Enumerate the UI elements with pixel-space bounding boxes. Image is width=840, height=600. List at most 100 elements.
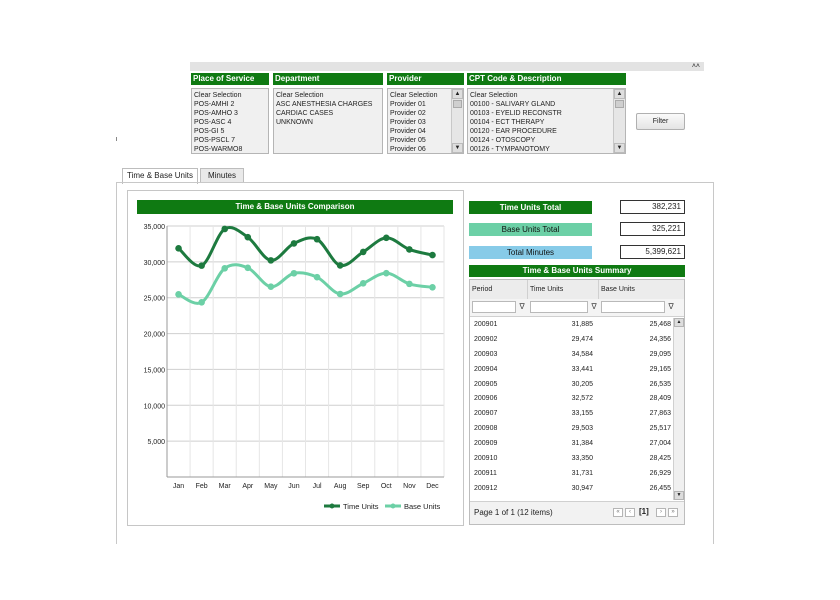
prev-page-icon[interactable]: ‹ xyxy=(625,508,635,517)
listbox-option[interactable]: Clear Selection xyxy=(470,92,518,99)
cpt-scrollbar[interactable]: ▲ ▼ xyxy=(613,89,625,153)
cpt-listbox[interactable]: Clear Selection 00100 - SALIVARY GLAND 001… xyxy=(467,88,626,154)
department-listbox[interactable]: Clear Selection ASC ANESTHESIA CHARGES CAR… xyxy=(273,88,383,154)
time-units-filter-input[interactable] xyxy=(530,301,588,313)
scroll-up-arrow-icon[interactable]: ▲ xyxy=(614,89,625,99)
grid-scrollbar[interactable]: ▲ ▼ xyxy=(673,318,684,500)
table-row[interactable]: 200902 29,474 24,356 xyxy=(470,333,673,348)
table-row[interactable]: 200901 31,885 25,468 xyxy=(470,318,673,333)
cell-time-units: 31,885 xyxy=(571,321,593,328)
current-page[interactable]: [1] xyxy=(639,507,649,516)
listbox-option[interactable]: 00104 - ECT THERAPY xyxy=(470,119,545,126)
cell-base-units: 28,409 xyxy=(649,395,671,403)
x-tick-label: Jun xyxy=(288,483,299,490)
cell-period: 200903 xyxy=(474,350,498,358)
listbox-option[interactable]: Provider 05 xyxy=(390,137,426,144)
cell-time-units: 29,474 xyxy=(571,335,593,343)
table-row[interactable]: 200909 31,384 27,004 xyxy=(470,437,673,452)
x-tick-label: Apr xyxy=(242,483,254,490)
scroll-down-arrow-icon[interactable]: ▼ xyxy=(452,143,463,153)
next-page-icon[interactable]: › xyxy=(656,508,666,517)
listbox-option[interactable]: 00124 - OTOSCOPY xyxy=(470,137,536,144)
listbox-option[interactable]: Clear Selection xyxy=(390,92,438,99)
data-point xyxy=(359,248,367,256)
time-units-total-label: Time Units Total xyxy=(469,201,592,214)
filter-funnel-icon[interactable]: ∇ xyxy=(591,302,597,311)
table-row[interactable]: 200905 30,205 26,535 xyxy=(470,378,673,393)
base-units-total-label: Base Units Total xyxy=(469,223,592,236)
data-point xyxy=(290,240,298,247)
listbox-option[interactable]: 00126 - TYMPANOTOMY xyxy=(470,146,550,153)
scrollbar-thumb[interactable] xyxy=(615,100,624,108)
table-row[interactable]: 200907 33,155 27,863 xyxy=(470,407,673,422)
tab-minutes[interactable]: Minutes xyxy=(200,168,244,183)
listbox-option[interactable]: POS-AMHI 2 xyxy=(194,101,235,108)
table-row[interactable]: 200912 30,947 26,455 xyxy=(470,482,673,497)
filter-funnel-icon[interactable]: ∇ xyxy=(519,302,525,311)
filter-funnel-icon[interactable]: ∇ xyxy=(668,302,674,311)
cell-time-units: 30,947 xyxy=(571,484,593,492)
listbox-option[interactable]: Clear Selection xyxy=(276,92,324,99)
filter-button[interactable]: Filter xyxy=(636,113,685,130)
scroll-down-arrow-icon[interactable]: ▼ xyxy=(674,491,684,500)
y-tick-label: 5,000 xyxy=(147,439,165,446)
scroll-up-arrow-icon[interactable]: ▲ xyxy=(452,89,463,99)
y-tick-label: 15,000 xyxy=(144,367,166,374)
listbox-option[interactable]: 00120 - EAR PROCEDURE xyxy=(470,128,557,135)
listbox-option[interactable]: Provider 03 xyxy=(390,119,426,126)
listbox-option[interactable]: POS-GI 5 xyxy=(194,128,225,135)
cell-period: 200908 xyxy=(474,425,498,433)
x-tick-label: Sep xyxy=(357,483,370,490)
listbox-option[interactable]: CARDIAC CASES xyxy=(276,110,334,117)
data-point xyxy=(244,264,252,272)
chart-title: Time & Base Units Comparison xyxy=(137,200,453,214)
provider-items: Clear Selection Provider 01 Provider 02 Pro… xyxy=(388,89,463,153)
provider-listbox[interactable]: Clear Selection Provider 01 Provider 02 Pro… xyxy=(387,88,464,154)
listbox-option[interactable]: POS-ASC 4 xyxy=(194,119,232,126)
data-point xyxy=(313,235,321,243)
listbox-option[interactable]: Provider 06 xyxy=(390,146,426,153)
first-page-icon[interactable]: « xyxy=(613,508,623,517)
listbox-option[interactable]: UNKNOWN xyxy=(276,119,313,126)
data-point xyxy=(359,280,367,287)
table-row[interactable]: 200908 29,503 25,517 xyxy=(470,422,673,437)
time-units-total-value: 382,231 xyxy=(620,200,685,214)
listbox-option[interactable]: POS-AMHO 3 xyxy=(194,110,238,117)
tab-time-base-units[interactable]: Time & Base Units xyxy=(122,168,198,184)
column-header-base-units[interactable]: Base Units xyxy=(601,286,635,293)
listbox-option[interactable]: POS-PSCL 7 xyxy=(194,137,235,144)
place-of-service-listbox[interactable]: Clear Selection POS-AMHI 2 POS-AMHO 3 POS-A… xyxy=(191,88,269,154)
double-chevron-up-icon[interactable]: ˄˄ xyxy=(691,63,700,70)
column-header-period[interactable]: Period xyxy=(470,280,528,299)
listbox-option[interactable]: POS-WARMO8 xyxy=(194,146,243,153)
listbox-option[interactable]: Provider 04 xyxy=(390,128,426,135)
cell-base-units: 26,455 xyxy=(649,484,671,492)
provider-scrollbar[interactable]: ▲ ▼ xyxy=(451,89,463,153)
grid-rows: 200901 31,885 25,468 200902 29,474 24,356 2009… xyxy=(470,318,673,497)
listbox-option[interactable]: 00100 - SALIVARY GLAND xyxy=(470,101,556,108)
table-row[interactable]: 200910 33,350 28,425 xyxy=(470,452,673,467)
table-row[interactable]: 200911 31,731 26,929 xyxy=(470,467,673,482)
cell-base-units: 26,929 xyxy=(649,469,671,477)
listbox-option[interactable]: ASC ANESTHESIA CHARGES xyxy=(276,101,373,108)
data-point xyxy=(175,291,182,298)
cell-period: 200909 xyxy=(474,440,498,448)
listbox-option[interactable]: Provider 02 xyxy=(390,110,426,117)
period-filter-input[interactable] xyxy=(472,301,516,313)
cell-period: 200907 xyxy=(474,410,498,418)
table-row[interactable]: 200906 32,572 28,409 xyxy=(470,392,673,407)
listbox-option[interactable]: Provider 01 xyxy=(390,101,426,108)
legend-marker xyxy=(390,503,396,509)
scroll-up-arrow-icon[interactable]: ▲ xyxy=(674,318,684,327)
column-header-time-units[interactable]: Time Units xyxy=(528,280,599,299)
table-row[interactable]: 200903 34,584 29,095 xyxy=(470,348,673,363)
listbox-option[interactable]: 00103 - EYELID RECONSTR xyxy=(470,110,562,117)
scroll-down-arrow-icon[interactable]: ▼ xyxy=(614,143,625,153)
cpt-header: CPT Code & Description xyxy=(467,73,626,85)
base-units-filter-input[interactable] xyxy=(601,301,665,313)
listbox-option[interactable]: Clear Selection xyxy=(194,92,242,99)
scrollbar-thumb[interactable] xyxy=(453,100,462,108)
provider-header: Provider xyxy=(387,73,464,85)
table-row[interactable]: 200904 33,441 29,165 xyxy=(470,363,673,378)
last-page-icon[interactable]: » xyxy=(668,508,678,517)
